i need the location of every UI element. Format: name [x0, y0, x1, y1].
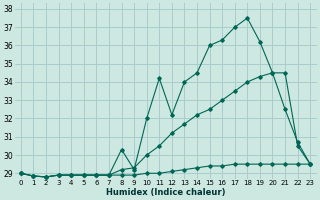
X-axis label: Humidex (Indice chaleur): Humidex (Indice chaleur): [106, 188, 225, 197]
